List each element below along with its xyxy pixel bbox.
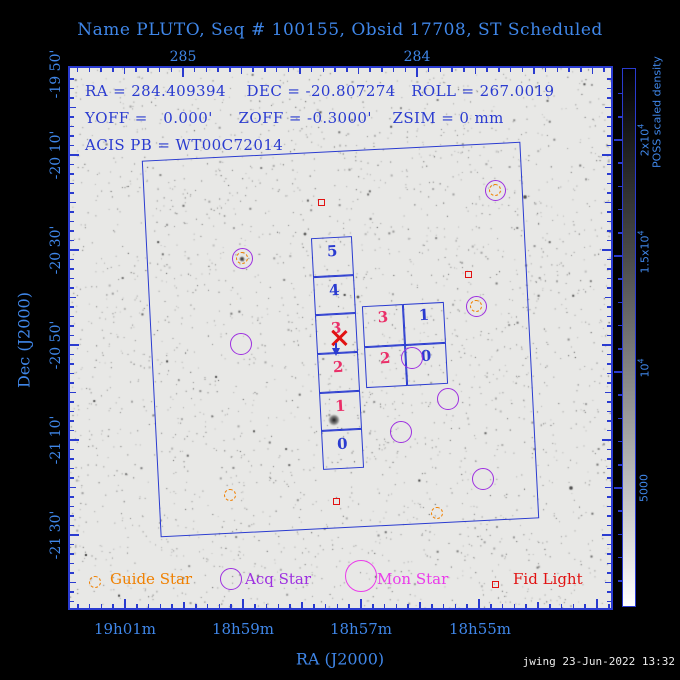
- guide-star-circle: [470, 300, 482, 312]
- acq-star-circle: [437, 388, 459, 410]
- acq-star-circle: [390, 421, 412, 443]
- fid-light-square: [317, 198, 325, 206]
- acq-star-circle: [231, 247, 253, 269]
- left-axis-tick-label: -21 30': [48, 510, 64, 560]
- guide-star-circle: [236, 252, 248, 264]
- acq-star-circle: [472, 468, 494, 490]
- guide-star-circle: [224, 489, 236, 501]
- sky-plot: RA = 284.409394 DEC = -20.807274 ROLL = …: [70, 68, 611, 608]
- colorbar-tick-label: 104: [636, 358, 652, 378]
- acq-star-legend-marker: [220, 568, 242, 590]
- acq-star-circle: [465, 295, 487, 317]
- acq-star-circle: [230, 333, 252, 355]
- colorbar-tick-label: 1.5x104: [636, 230, 652, 274]
- bottom-axis-tick-label: 18h59m: [211, 620, 275, 638]
- colorbar-tick-label: 2x104: [636, 123, 652, 157]
- pointer-arrow-icon: [332, 348, 340, 356]
- left-axis-tick-label: -20 30': [48, 225, 64, 275]
- guide-star-legend-marker: [89, 576, 101, 588]
- x-axis-title: RA (J2000): [295, 649, 385, 669]
- colorbar-tick-label: 5000: [637, 474, 651, 502]
- fid-light-legend-marker: [491, 580, 499, 588]
- top-axis-tick-label: 285: [169, 49, 197, 65]
- pointer-arrow-stem: [335, 343, 337, 349]
- guide-star-circle: [489, 184, 501, 196]
- left-axis-tick-label: -19 50': [48, 49, 64, 99]
- left-axis-tick-label: -20 50': [48, 320, 64, 370]
- header-line-offsets: YOFF = 0.000' ZOFF = -0.3000' ZSIM = 0 m…: [85, 109, 504, 127]
- legend-acq-star-label: Acq Star: [245, 570, 312, 588]
- guide-star-circle: [431, 507, 443, 519]
- acq-star-circle: [401, 347, 423, 369]
- acq-star-circle: [484, 179, 506, 201]
- legend-guide-star-label: Guide Star: [110, 570, 193, 588]
- legend-mon-star-label: Mon Star: [377, 570, 449, 588]
- left-axis-tick-label: -20 10': [48, 130, 64, 180]
- timestamp: jwing 23-Jun-2022 13:32: [522, 655, 675, 668]
- fid-light-square: [464, 270, 472, 278]
- bottom-axis-tick-label: 18h55m: [448, 620, 512, 638]
- legend-fid-light-label: Fid Light: [513, 570, 583, 588]
- plot-title: Name PLUTO, Seq # 100155, Obsid 17708, S…: [77, 20, 603, 40]
- colorbar-title: POSS scaled density: [650, 56, 664, 168]
- y-axis-title: Dec (J2000): [14, 292, 34, 388]
- mon-star-legend-marker: [345, 560, 377, 592]
- bottom-axis-tick-label: 18h57m: [329, 620, 393, 638]
- bottom-axis-tick-label: 19h01m: [93, 620, 157, 638]
- left-axis-tick-label: -21 10': [48, 415, 64, 465]
- top-axis-tick-label: 284: [403, 49, 431, 65]
- header-line-acis-pb: ACIS PB = WT00C72014: [85, 136, 284, 154]
- header-line-ra-dec-roll: RA = 284.409394 DEC = -20.807274 ROLL = …: [85, 82, 555, 100]
- fid-light-square: [332, 497, 340, 505]
- colorbar-gradient: [622, 68, 636, 607]
